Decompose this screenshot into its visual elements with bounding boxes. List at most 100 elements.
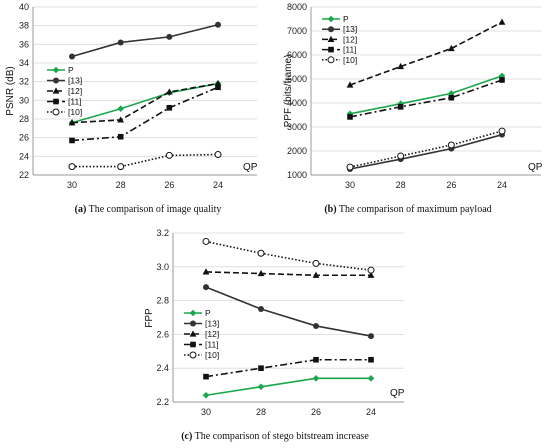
chart-psnr-series-12-line bbox=[71, 82, 219, 124]
chart-psnr-legend-marker bbox=[53, 77, 59, 84]
chart-fpp-series-10-point bbox=[312, 259, 320, 267]
chart-psnr-series-P-line bbox=[71, 82, 219, 124]
chart-psnr-series-10-point bbox=[68, 163, 76, 171]
chart-fpp-series-13-point bbox=[258, 306, 264, 313]
chart-fpp-series-11-point bbox=[203, 373, 209, 380]
chart-psnr-series-10-line bbox=[72, 153, 219, 168]
chart-payload-series-10-point bbox=[498, 127, 506, 135]
chart-fpp-ytick: 2.6 bbox=[156, 329, 169, 339]
chart-psnr-legend-marker bbox=[52, 87, 60, 94]
chart-fpp-series-11-point bbox=[368, 356, 374, 363]
chart-payload-xlabel: QP bbox=[528, 162, 543, 173]
chart-psnr-series-10-point bbox=[214, 150, 222, 158]
chart-payload-series-12-point bbox=[346, 81, 354, 88]
chart-psnr-series-11-point bbox=[215, 84, 221, 91]
chart-fpp-legend-marker bbox=[189, 330, 197, 337]
chart-psnr-series-13-point bbox=[69, 53, 75, 60]
chart-payload-xtick: 26 bbox=[446, 180, 456, 190]
chart-payload-legend-marker bbox=[327, 15, 335, 23]
chart-psnr-xtick: 28 bbox=[116, 180, 126, 190]
chart-payload-ylabel: PPF (bits/frame) bbox=[283, 55, 294, 128]
chart-fpp-ytick: 2.4 bbox=[156, 363, 169, 373]
chart-payload-series-10-point bbox=[346, 163, 354, 171]
chart-fpp-legend-label: P bbox=[205, 308, 211, 318]
chart-payload-series-11-point bbox=[347, 114, 353, 120]
chart-psnr-ytick: 30 bbox=[19, 95, 29, 105]
chart-fpp-series-12-point bbox=[312, 271, 320, 278]
chart-payload-series-P-line bbox=[349, 75, 503, 115]
chart-payload-legend-marker bbox=[328, 26, 334, 33]
chart-psnr-caption: (a) The comparison of image quality bbox=[75, 204, 222, 215]
chart-payload-series-10-line bbox=[349, 130, 503, 168]
chart-fpp-series-11-point bbox=[313, 356, 319, 363]
chart-payload-caption-label: (b) bbox=[324, 204, 336, 215]
chart-payload-xtick: 30 bbox=[345, 180, 355, 190]
chart-payload-series-10-point bbox=[447, 141, 455, 149]
chart-payload-series-11-point bbox=[448, 94, 455, 101]
chart-fpp-legend-label: [13] bbox=[205, 319, 219, 329]
chart-fpp-xlabel: QP bbox=[390, 388, 405, 399]
chart-payload-legend-marker bbox=[328, 46, 334, 53]
chart-psnr-series-12-point bbox=[68, 119, 76, 126]
chart-fpp-ytick: 3.2 bbox=[156, 228, 169, 238]
chart-psnr: PSNR (dB) QP (a) The comparison of image… bbox=[5, 2, 258, 215]
chart-psnr-ytick: 26 bbox=[19, 133, 29, 143]
chart-fpp-series-10-line bbox=[205, 240, 372, 271]
chart-payload-legend-label: [12] bbox=[343, 34, 357, 44]
chart-payload-ytick: 8000 bbox=[287, 2, 307, 12]
chart-psnr-legend-label: [11] bbox=[68, 97, 82, 107]
chart-psnr-legend-marker bbox=[53, 98, 59, 105]
chart-fpp-xtick: 26 bbox=[311, 407, 321, 417]
chart-psnr-ytick: 36 bbox=[19, 39, 29, 49]
chart-fpp-legend-label: [12] bbox=[205, 329, 219, 339]
chart-payload-series-11-point bbox=[499, 77, 505, 83]
chart-payload-xtick: 24 bbox=[497, 180, 507, 190]
chart-payload-ytick: 3000 bbox=[287, 122, 307, 132]
chart-payload-ytick: 4000 bbox=[287, 98, 307, 108]
chart-payload-series-12-line bbox=[349, 21, 503, 86]
chart-payload-series-11-point bbox=[397, 104, 404, 110]
chart-payload-series-11-line bbox=[349, 79, 503, 118]
chart-payload-legend-label: P bbox=[343, 14, 349, 24]
chart-payload: PPF (bits/frame) QP (b) The comparison o… bbox=[283, 2, 543, 215]
chart-psnr-series-13-point bbox=[166, 33, 173, 40]
chart-payload-xtick: 28 bbox=[396, 180, 406, 190]
chart-fpp-ytick: 3.0 bbox=[156, 262, 169, 272]
chart-payload-series-10-point bbox=[397, 152, 405, 160]
chart-fpp-xtick: 30 bbox=[201, 407, 211, 417]
chart-fpp-legend-label: [10] bbox=[205, 350, 219, 360]
chart-fpp-series-12-point bbox=[367, 271, 375, 278]
chart-payload-series-12-point bbox=[397, 62, 405, 70]
chart-psnr-legend-marker bbox=[52, 108, 60, 116]
chart-psnr-ytick: 32 bbox=[19, 77, 29, 87]
chart-psnr-legend-label: P bbox=[68, 65, 74, 75]
chart-payload-ytick: 2000 bbox=[287, 146, 307, 156]
chart-psnr-series-11-point bbox=[117, 133, 124, 140]
chart-payload-caption-text: The comparison of maximum payload bbox=[339, 204, 492, 215]
chart-fpp-legend-marker bbox=[189, 309, 197, 317]
chart-fpp-series-13-point bbox=[203, 284, 209, 291]
chart-psnr-series-10-point bbox=[165, 151, 173, 159]
chart-psnr-legend-label: [13] bbox=[68, 76, 82, 86]
chart-fpp-caption-text: The comparison of stego bitstream increa… bbox=[195, 431, 370, 442]
chart-psnr-xlabel: QP bbox=[243, 162, 258, 173]
chart-payload-ytick: 5000 bbox=[287, 74, 307, 84]
chart-psnr-ytick: 38 bbox=[19, 21, 29, 31]
chart-psnr-ytick: 22 bbox=[19, 170, 29, 180]
chart-fpp-ytick: 2.8 bbox=[156, 296, 169, 306]
chart-psnr-ytick: 28 bbox=[19, 114, 29, 124]
chart-fpp-caption-label: (c) bbox=[181, 431, 192, 442]
chart-payload-series-12-point bbox=[498, 18, 506, 25]
chart-fpp-series-13-point bbox=[313, 322, 319, 329]
chart-fpp-legend-marker bbox=[190, 320, 196, 327]
chart-psnr-legend-label: [10] bbox=[68, 107, 82, 117]
chart-payload-series-12-point bbox=[447, 44, 455, 52]
chart-psnr-xtick: 30 bbox=[67, 180, 77, 190]
chart-psnr-caption-label: (a) bbox=[75, 204, 87, 215]
chart-fpp-series-10-point bbox=[367, 266, 375, 274]
chart-fpp-caption: (c) The comparison of stego bitstream in… bbox=[181, 431, 369, 442]
chart-fpp-series-10-point bbox=[202, 237, 210, 245]
chart-fpp-xtick: 24 bbox=[366, 407, 376, 417]
chart-payload-legend-marker bbox=[327, 56, 335, 64]
